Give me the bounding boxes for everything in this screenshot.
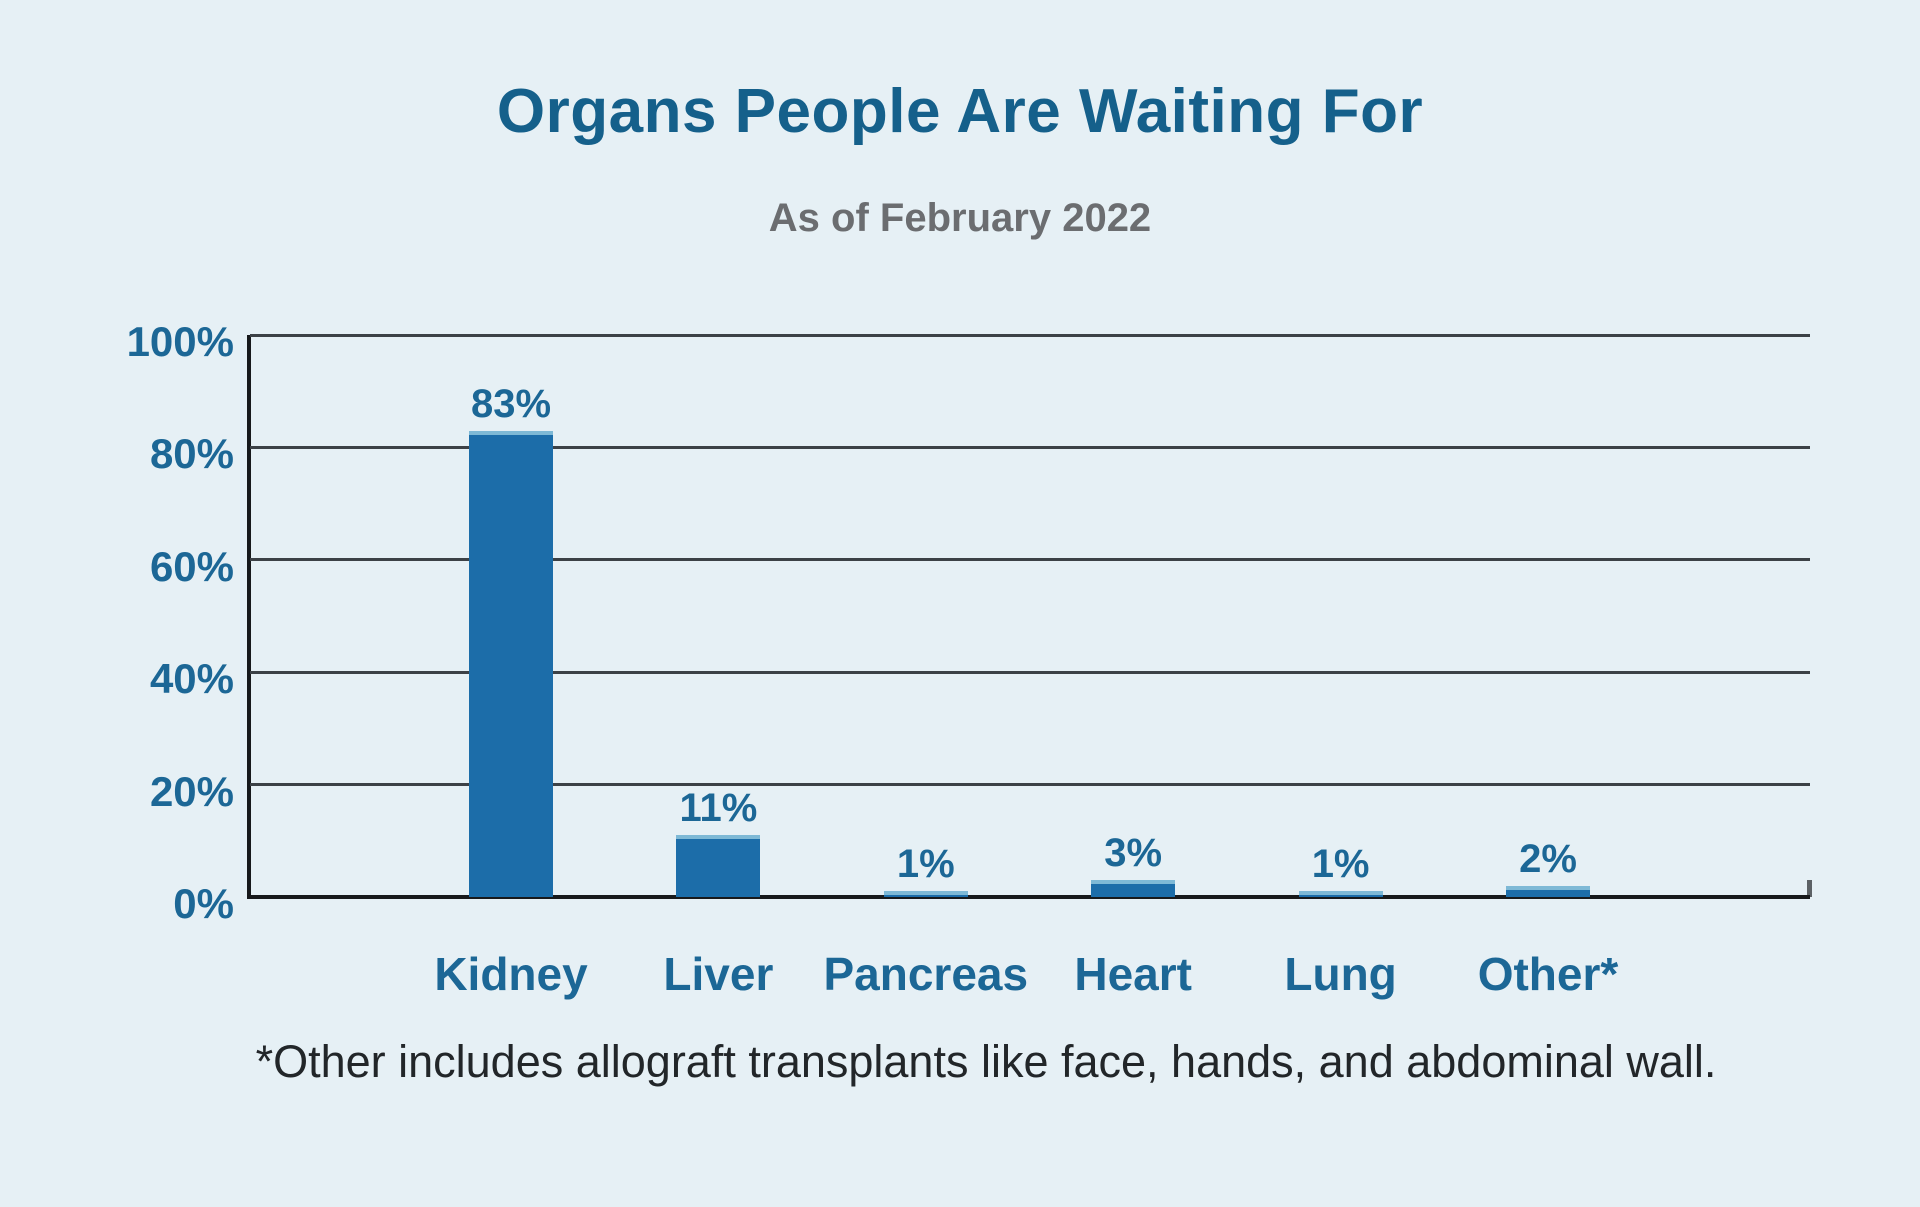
bar-kidney — [469, 430, 553, 897]
x-axis-label-kidney: Kidney — [434, 948, 588, 1000]
x-axis-label-liver: Liver — [663, 948, 774, 1000]
gridline-20 — [250, 783, 1810, 787]
y-axis-label-20: 20% — [149, 767, 234, 815]
bar-value-label-other: 2% — [1519, 836, 1577, 881]
bar-heart — [1091, 880, 1176, 897]
x-axis-label-pancreas: Pancreas — [823, 948, 1029, 1000]
y-axis-label-80: 80% — [149, 430, 234, 478]
y-axis-label-60: 60% — [149, 542, 234, 590]
gridline-80 — [250, 445, 1810, 449]
bar-pancreas — [883, 891, 968, 897]
bar-value-label-liver: 11% — [679, 786, 758, 831]
bar-value-label-kidney: 83% — [470, 381, 552, 426]
plot-area: 100% 80% 60% 40% 20% 0% 83% Kidney 11% Liver 1% Pan… — [127, 321, 1812, 999]
bar-value-label-lung: 1% — [1311, 842, 1370, 886]
x-axis-label-lung: Lung — [1284, 948, 1397, 1000]
footnote: *Other includes allograft transplants li… — [255, 1036, 1717, 1087]
x-axis-label-heart: Heart — [1074, 948, 1192, 1000]
bar-value-label-heart: 3% — [1104, 831, 1163, 876]
bar-other — [1506, 885, 1590, 897]
y-axis-label-0: 0% — [173, 880, 234, 927]
x-axis-label-other: Other* — [1477, 948, 1619, 1000]
y-axis-label-40: 40% — [149, 655, 234, 703]
bar-lung — [1298, 891, 1383, 897]
bar-value-label-pancreas: 1% — [896, 842, 955, 886]
chart-title: Organs People Are Waiting For — [496, 77, 1424, 146]
y-axis-line — [247, 335, 251, 899]
gridline-40 — [250, 670, 1810, 674]
y-axis-label-100: 100% — [126, 318, 234, 365]
gridline-60 — [250, 558, 1810, 562]
chart-subtitle: As of February 2022 — [768, 196, 1152, 240]
bar-liver — [676, 835, 761, 897]
x-axis-right-tick — [1807, 880, 1812, 897]
gridline-100 — [250, 333, 1810, 337]
gridline-0 — [250, 895, 1810, 899]
